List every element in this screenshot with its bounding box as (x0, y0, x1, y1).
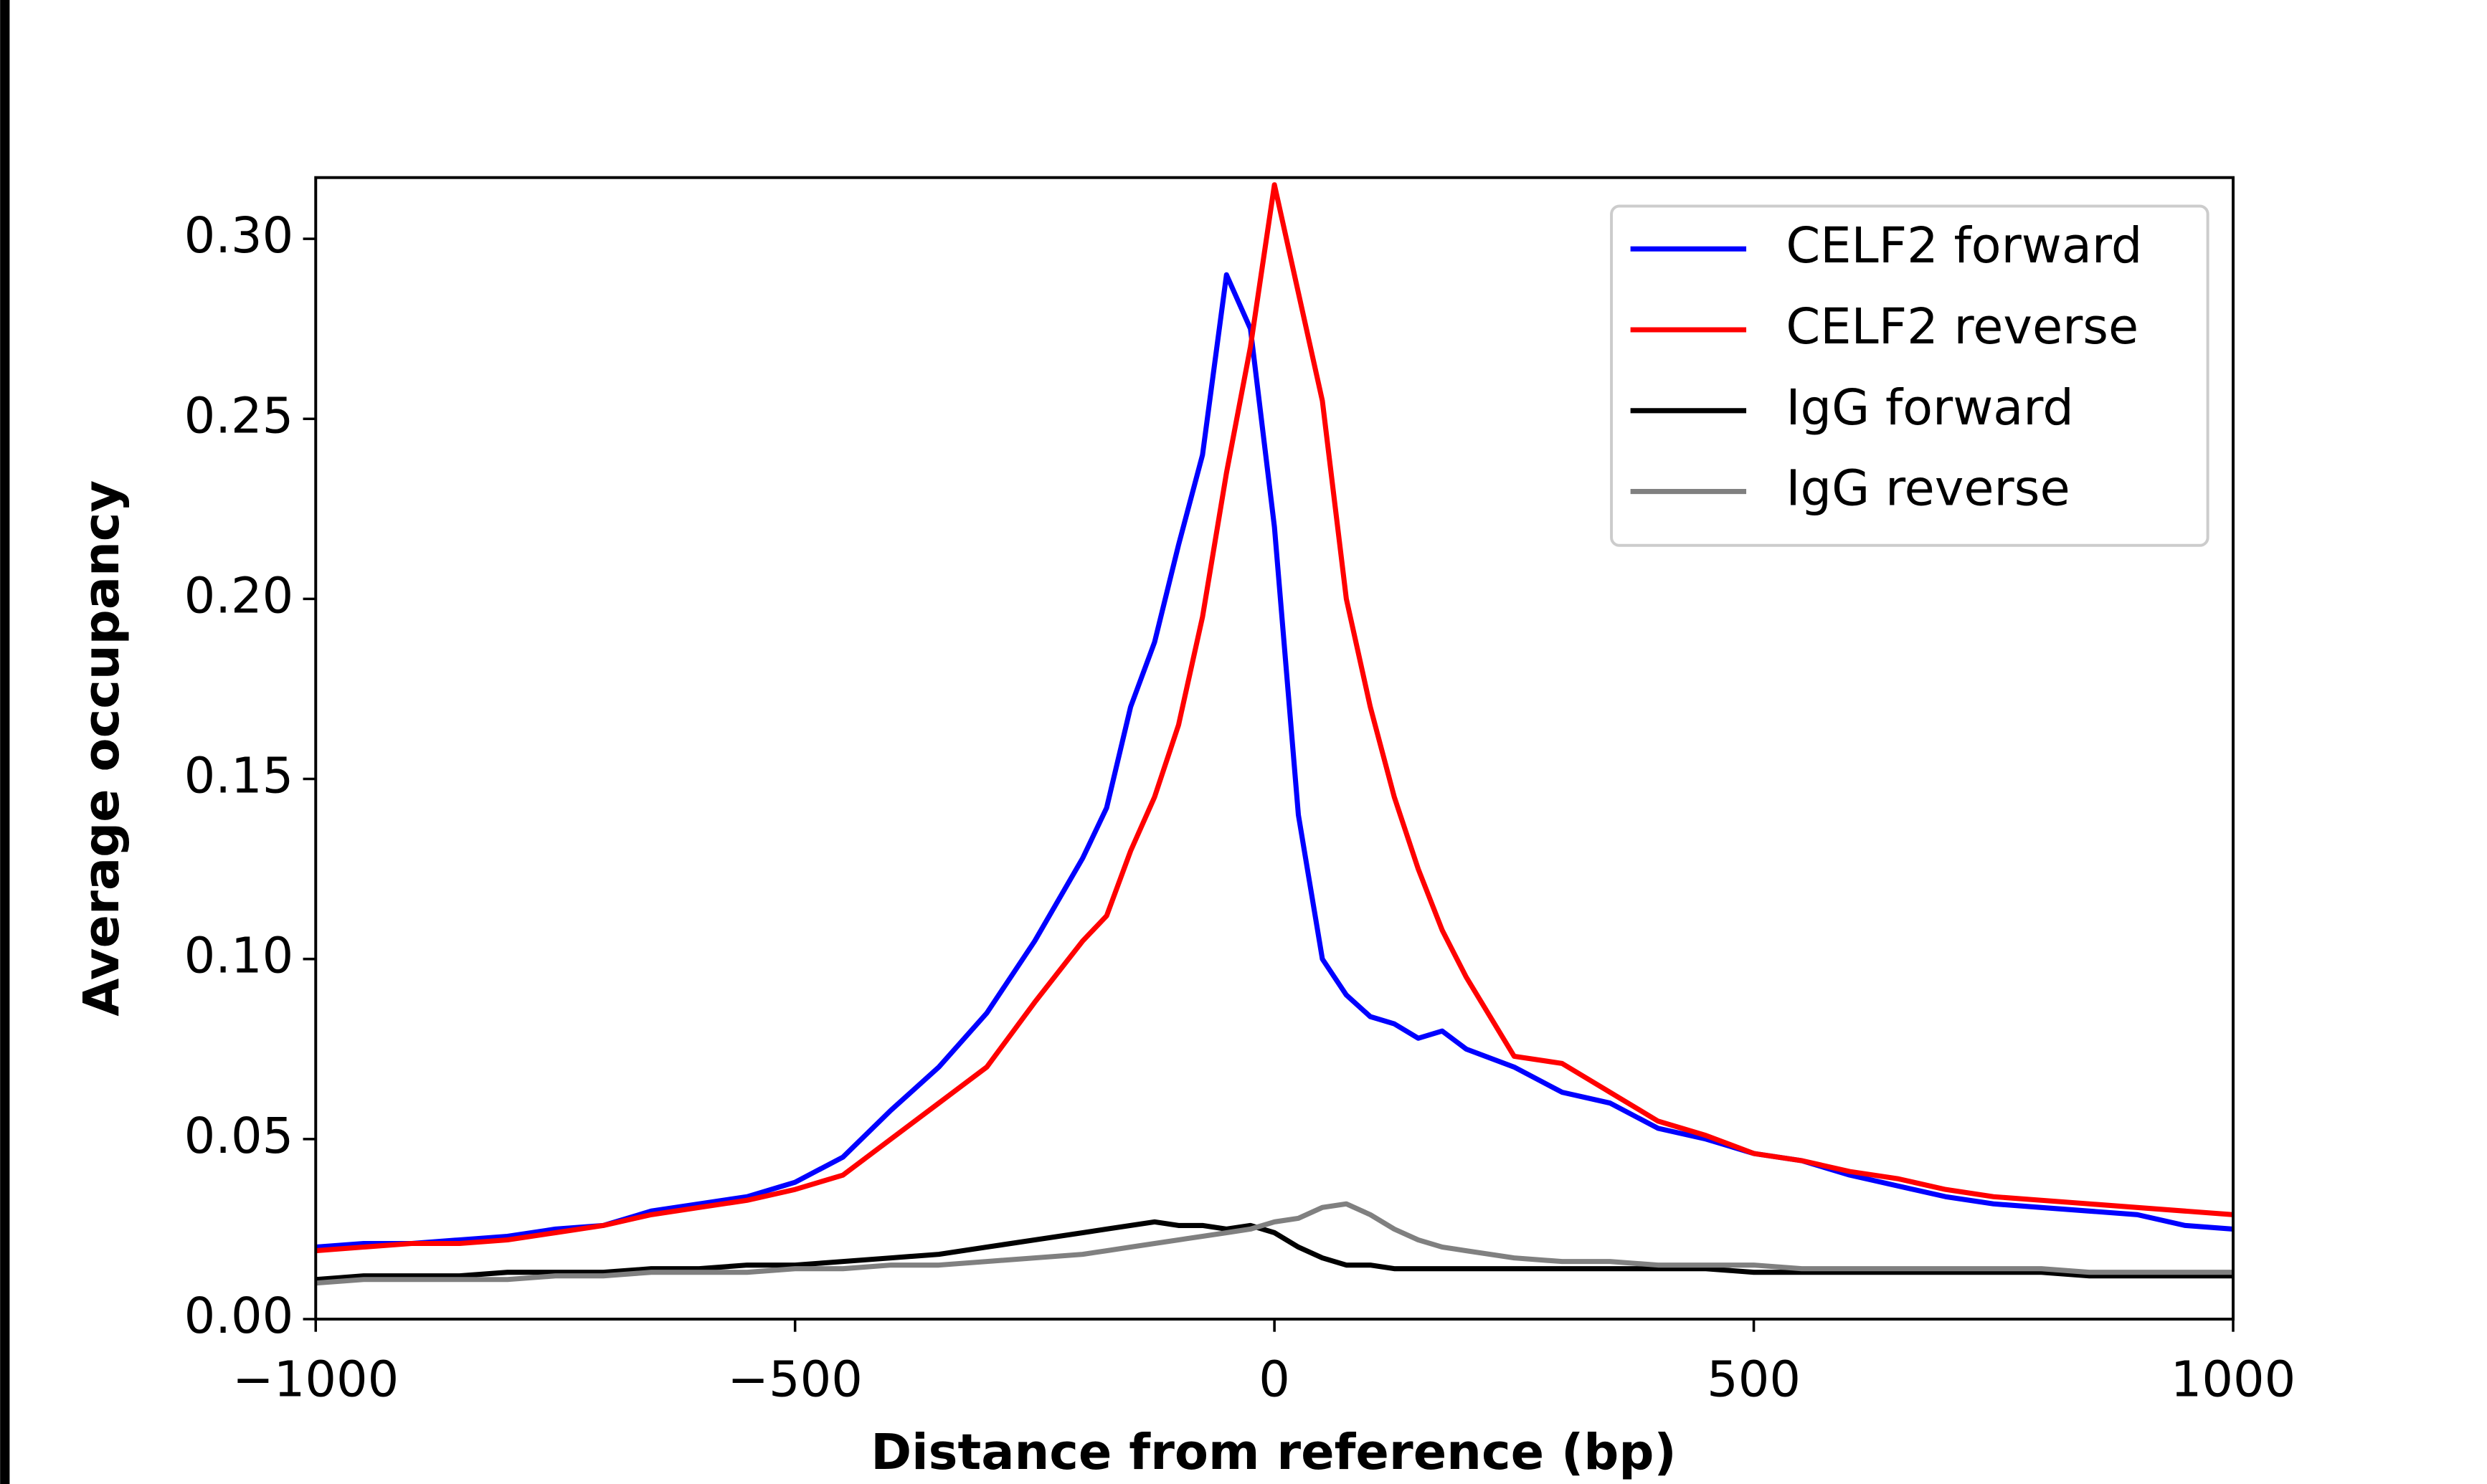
legend-box (1610, 204, 2209, 547)
series-line (316, 182, 2234, 1254)
x-tick-label: 1000 (2171, 1351, 2296, 1408)
series-line (316, 1219, 2234, 1283)
legend-label: IgG reverse (1786, 460, 2070, 518)
x-tick-label: 0 (1259, 1351, 1290, 1408)
legend-label: IgG forward (1786, 379, 2073, 437)
axes-frame (314, 176, 2235, 1321)
y-tick-label: 0.10 (184, 928, 294, 985)
legend-label: CELF2 forward (1786, 217, 2142, 275)
legend-label: CELF2 reverse (1786, 298, 2138, 356)
left-edge (0, 0, 10, 1484)
y-axis-title: Average occupancy (73, 480, 131, 1017)
x-tick-label: −1000 (232, 1351, 399, 1408)
series-line (316, 272, 2234, 1250)
plot-area: 0.00 0.05 0.10 0.15 0.20 0.25 0.30 −1000 −500 0 50… (184, 176, 2296, 1409)
series-line (316, 1201, 2234, 1286)
x-axis-title: Distance from reference (bp) (871, 1424, 1677, 1481)
y-tick-label: 0.00 (184, 1288, 294, 1345)
x-tick-label: −500 (728, 1351, 863, 1408)
y-tick-label: 0.25 (184, 387, 294, 444)
legend: CELF2 forward CELF2 reverse IgG forward IgG… (1610, 204, 2209, 547)
x-tick-label: 500 (1707, 1351, 1801, 1408)
y-tick-label: 0.20 (184, 567, 294, 624)
y-tick-label: 0.30 (184, 207, 294, 265)
y-tick-label: 0.15 (184, 748, 294, 805)
y-tick-label: 0.05 (184, 1108, 294, 1165)
